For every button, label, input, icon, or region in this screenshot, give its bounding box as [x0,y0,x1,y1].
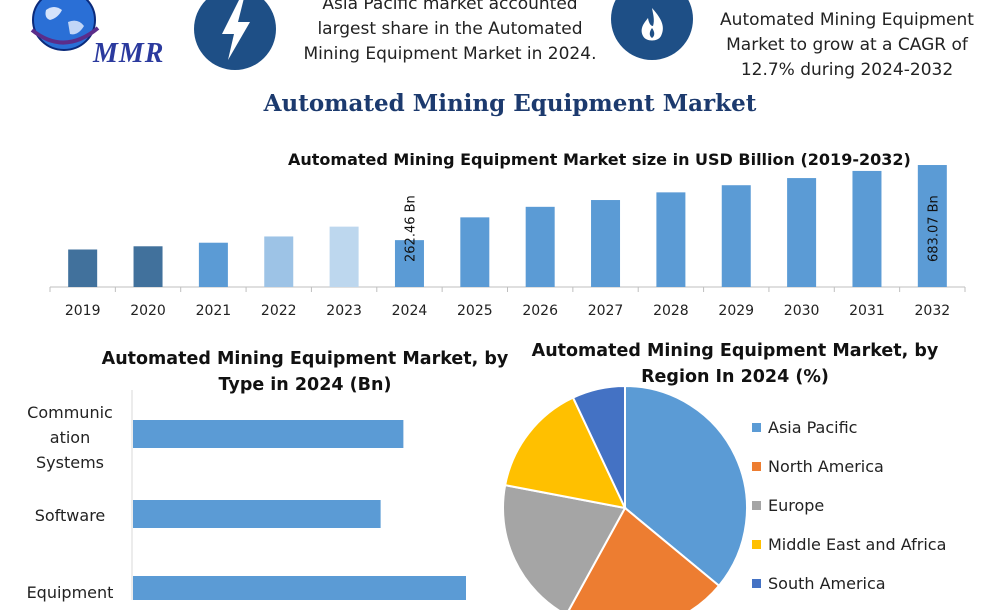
highlight-text-right: Automated Mining Equipment Market to gro… [720,10,974,80]
bar-2020 [133,246,163,287]
legend-item: South America [752,574,886,593]
pie-slice-north-america [567,506,721,610]
page-title: Automated Mining Equipment Market [263,90,757,117]
pie-slice-asia-pacific [624,384,748,588]
legend-swatch [752,540,761,549]
legend-label: Europe [768,496,825,515]
market-size-bar-chart: 2019 2020 2021 2022 2023 2024 262.46 Bn 2025 202… [49,165,966,319]
x-tick-label-2025: 2025 [457,303,493,319]
region-pie-chart [502,384,748,610]
type-category-label: Software [15,503,125,528]
x-tick-label-2027: 2027 [588,303,624,319]
bar-2025 [460,217,490,287]
bar-2024 [394,240,424,287]
type-category-label-line: Communic [27,403,113,422]
x-tick-label-2028: 2028 [653,303,689,319]
legend-label: Asia Pacific [768,418,858,437]
x-tick-label-2029: 2029 [718,303,754,319]
logo-globe-icon [30,0,100,51]
type-category-label: Equipment [15,580,125,605]
x-tick-label-2032: 2032 [915,303,951,319]
legend-item: Europe [752,496,824,515]
bar-2029 [721,185,751,287]
pie-slice-middle-east-and-africa [503,396,627,510]
bar-2030 [787,178,817,287]
legend-swatch [752,579,761,588]
bar-2031 [852,170,882,287]
bar-2028 [656,192,686,287]
legend-label: North America [768,457,884,476]
bar-2027 [591,200,621,287]
bar-2021 [198,242,228,287]
x-tick-label-2019: 2019 [65,303,101,319]
type-bar-1 [133,500,381,528]
type-category-label-line: Systems [36,453,104,472]
x-tick-label-2026: 2026 [522,303,558,319]
legend-swatch [752,423,761,432]
logo-text: MMR [93,38,165,69]
type-category-label-line: Equipment [26,583,114,602]
pie-slice-south-america [571,384,626,509]
bar-2032 [917,165,947,287]
type-category-label-line: Software [34,506,106,525]
bar-2019 [68,249,98,287]
x-tick-label-2024: 2024 [392,303,428,319]
type-category-label: Communic ation Systems [15,400,125,475]
highlight-badge-right [611,0,693,60]
type-category-label-line: ation [49,428,91,447]
legend-swatch [752,501,761,510]
highlight-text-left: Asia Pacific market accounted largest sh… [303,0,597,64]
type-bar-chart [131,390,466,600]
legend-item: Middle East and Africa [752,535,946,554]
bar-2022 [264,236,294,287]
x-tick-label-2031: 2031 [849,303,885,319]
data-label-2024: 262.46 Bn [403,195,418,262]
x-tick-label-2023: 2023 [326,303,362,319]
bar-chart-title: Automated Mining Equipment Market size i… [288,150,911,169]
region-chart-title: Automated Mining Equipment Market, by Re… [531,341,939,387]
x-tick-label-2020: 2020 [130,303,166,319]
legend-item: Asia Pacific [752,418,857,437]
x-tick-label-2021: 2021 [196,303,232,319]
lightning-icon [222,0,250,60]
highlight-badge-left [194,0,276,70]
data-label-2032: 683.07 Bn [926,195,941,262]
flame-icon [641,8,663,41]
x-tick-label-2022: 2022 [261,303,297,319]
type-chart-title: Automated Mining Equipment Market, by Ty… [101,349,509,395]
type-bar-0 [133,420,404,448]
legend-label: South America [768,574,886,593]
legend-label: Middle East and Africa [768,535,947,554]
type-bar-2 [133,576,466,600]
legend-item: North America [752,457,884,476]
bar-2023 [329,226,359,287]
x-tick-label-2030: 2030 [784,303,820,319]
bar-2026 [525,206,555,287]
legend-swatch [752,462,761,471]
